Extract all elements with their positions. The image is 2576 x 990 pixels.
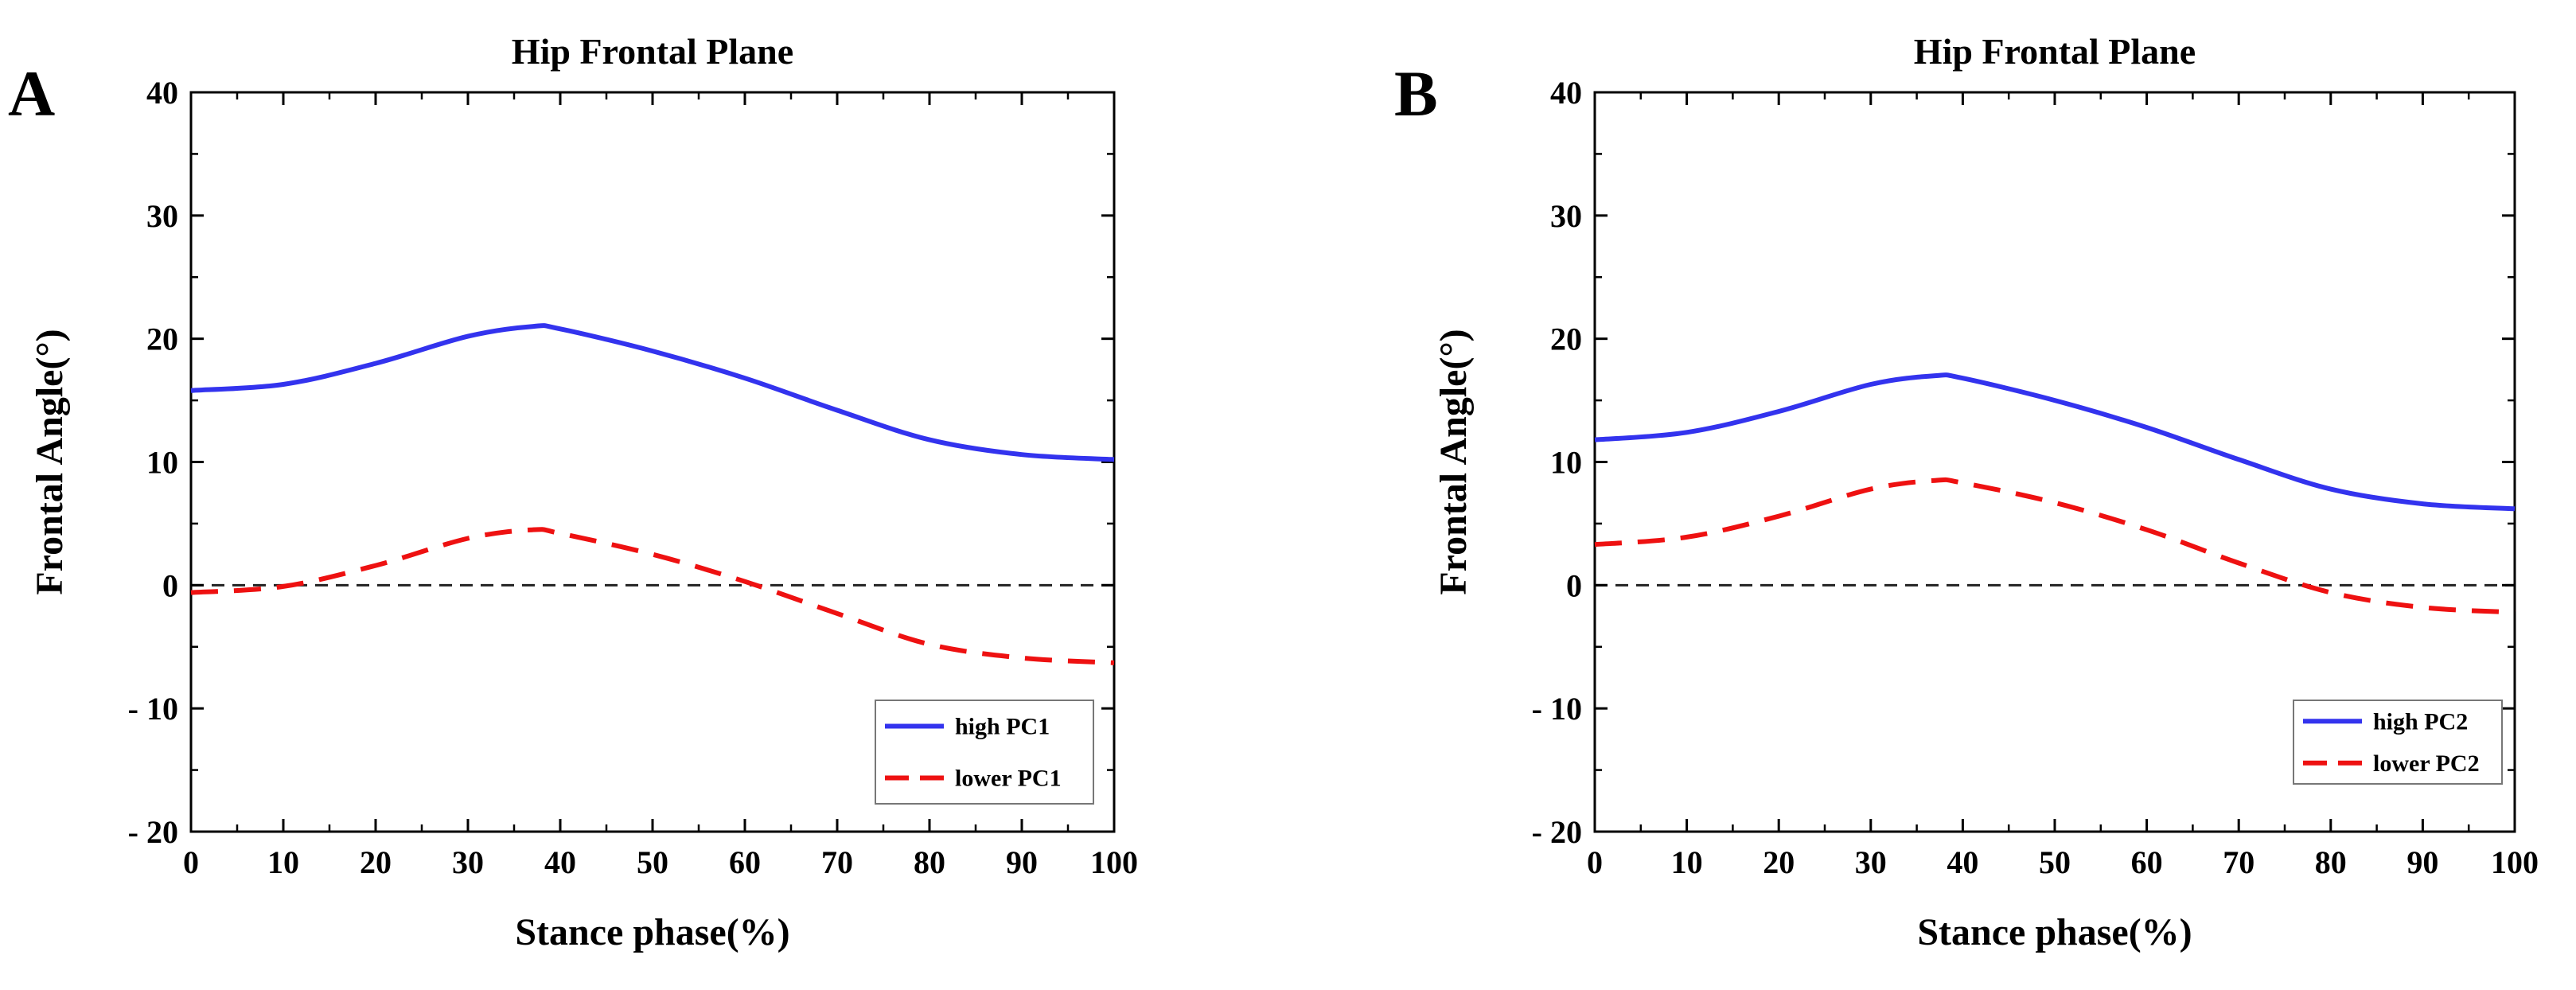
chart-b-ylabel: Frontal Angle(°): [1432, 329, 1475, 594]
chart-a-xtick-label: 0: [183, 844, 199, 880]
chart-b-xtick-label: 40: [1947, 844, 1978, 880]
chart-a-xtick-label: 50: [637, 844, 668, 880]
chart-a-xlabel: Stance phase(%): [515, 911, 789, 953]
chart-a-xtick-label: 80: [914, 844, 945, 880]
chart-a-ytick-label: 0: [162, 567, 178, 603]
chart-a-xtick-label: 90: [1006, 844, 1038, 880]
chart-a-ytick-label: 20: [146, 322, 178, 357]
chart-b-xlabel: Stance phase(%): [1917, 911, 2192, 953]
chart-a-series-1-line: [190, 323, 1115, 462]
chart-b-ytick-label: - 20: [1532, 814, 1582, 850]
chart-b-xtick-label: 80: [2315, 844, 2347, 880]
chart-b-xtick-label: 30: [1855, 844, 1887, 880]
chart-b-xtick-label: 10: [1671, 844, 1703, 880]
chart-b-xtick-label: 20: [1763, 844, 1795, 880]
chart-a-xtick-label: 100: [1090, 844, 1138, 880]
chart-b-series-1-line: [1594, 372, 2516, 512]
chart-b-legend-box: [2293, 700, 2503, 785]
chart-a-xtick-label: 40: [544, 844, 576, 880]
chart-a-xtick-label: 60: [729, 844, 761, 880]
chart-b-xtick-label: 70: [2223, 844, 2254, 880]
chart-b-ytick-label: 30: [1550, 198, 1582, 234]
chart-a-xtick-label: 10: [267, 844, 299, 880]
chart-b-ytick-label: 0: [1566, 567, 1582, 603]
panel-b: B Hip Frontal Plane 0 10 20 30 40 50 60 70 80 90 10…: [1394, 31, 2539, 953]
chart-b-xtick-label: 90: [2406, 844, 2438, 880]
chart-b-xtick-label: 0: [1587, 844, 1603, 880]
chart-a-xtick-label: 30: [452, 844, 484, 880]
chart-b-xtick-label: 100: [2491, 844, 2539, 880]
chart-b-ytick-label: 10: [1550, 445, 1582, 481]
chart-a-ytick-label: - 10: [128, 691, 178, 727]
chart-a-ylabel: Frontal Angle(°): [29, 329, 71, 594]
chart-a-ytick-label: 30: [146, 198, 178, 234]
chart-a-legend-label-1: high PC1: [955, 714, 1050, 740]
chart-a-xtick-label: 70: [821, 844, 853, 880]
chart-a-xtick-label: 20: [360, 844, 392, 880]
chart-b-title: Hip Frontal Plane: [1914, 31, 2196, 72]
chart-b-xtick-label: 50: [2039, 844, 2071, 880]
chart-b-legend-label-2: lower PC2: [2373, 750, 2480, 777]
panel-b-letter: B: [1394, 57, 1438, 130]
chart-a-ytick-label: 10: [146, 445, 178, 481]
chart-b-legend-label-1: high PC2: [2373, 708, 2468, 735]
chart-b-ytick-label: 40: [1550, 75, 1582, 111]
panel-a: A Hip Frontal Plane 0 10 20 30 40 50 60 70 80 90 10…: [8, 31, 1138, 953]
chart-a-legend-label-2: lower PC1: [955, 766, 1062, 792]
chart-b-series-2-line: [1594, 477, 2516, 615]
chart-b-ytick-label: - 10: [1532, 691, 1582, 727]
chart-b-xtick-label: 60: [2131, 844, 2163, 880]
chart-a-ytick-label: - 20: [128, 814, 178, 850]
chart-a-title: Hip Frontal Plane: [512, 31, 793, 72]
panel-a-letter: A: [8, 57, 55, 130]
chart-b-ytick-label: 20: [1550, 322, 1582, 357]
chart-a-legend-box: [875, 700, 1094, 805]
chart-a-ytick-label: 40: [146, 75, 178, 111]
chart-a-series-2-line: [190, 527, 1115, 665]
